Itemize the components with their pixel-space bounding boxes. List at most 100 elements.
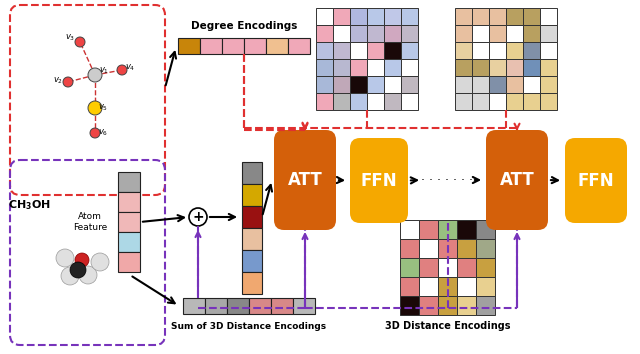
Circle shape — [75, 37, 85, 47]
FancyBboxPatch shape — [400, 220, 419, 239]
FancyBboxPatch shape — [540, 25, 557, 42]
FancyBboxPatch shape — [350, 76, 367, 93]
FancyBboxPatch shape — [350, 8, 367, 25]
Text: +: + — [192, 210, 204, 224]
FancyBboxPatch shape — [476, 258, 495, 277]
FancyBboxPatch shape — [178, 38, 200, 54]
FancyBboxPatch shape — [540, 8, 557, 25]
FancyBboxPatch shape — [419, 277, 438, 296]
FancyBboxPatch shape — [438, 239, 457, 258]
FancyBboxPatch shape — [400, 277, 419, 296]
FancyBboxPatch shape — [419, 239, 438, 258]
FancyBboxPatch shape — [455, 76, 472, 93]
FancyBboxPatch shape — [316, 76, 333, 93]
FancyBboxPatch shape — [401, 59, 418, 76]
FancyBboxPatch shape — [476, 277, 495, 296]
FancyBboxPatch shape — [367, 42, 384, 59]
FancyBboxPatch shape — [350, 93, 367, 110]
FancyBboxPatch shape — [367, 93, 384, 110]
FancyBboxPatch shape — [438, 220, 457, 239]
FancyBboxPatch shape — [540, 59, 557, 76]
FancyBboxPatch shape — [333, 25, 350, 42]
FancyBboxPatch shape — [457, 258, 476, 277]
FancyBboxPatch shape — [249, 298, 271, 314]
FancyBboxPatch shape — [244, 38, 266, 54]
FancyBboxPatch shape — [227, 298, 249, 314]
Text: · · · · · · ·: · · · · · · · — [421, 173, 473, 187]
FancyBboxPatch shape — [222, 38, 244, 54]
FancyBboxPatch shape — [367, 59, 384, 76]
FancyBboxPatch shape — [455, 42, 472, 59]
FancyBboxPatch shape — [400, 258, 419, 277]
FancyBboxPatch shape — [400, 239, 419, 258]
Circle shape — [189, 208, 207, 226]
FancyBboxPatch shape — [457, 277, 476, 296]
Text: $v_3$: $v_3$ — [65, 33, 75, 43]
FancyBboxPatch shape — [455, 8, 472, 25]
FancyBboxPatch shape — [472, 93, 489, 110]
FancyBboxPatch shape — [506, 93, 523, 110]
FancyBboxPatch shape — [242, 272, 262, 294]
FancyBboxPatch shape — [506, 8, 523, 25]
FancyBboxPatch shape — [266, 38, 288, 54]
FancyBboxPatch shape — [486, 130, 548, 230]
FancyBboxPatch shape — [200, 38, 222, 54]
FancyBboxPatch shape — [476, 239, 495, 258]
FancyBboxPatch shape — [476, 296, 495, 315]
FancyBboxPatch shape — [242, 228, 262, 250]
Circle shape — [75, 253, 89, 267]
FancyBboxPatch shape — [438, 277, 457, 296]
Text: Atom
Feature: Atom Feature — [73, 212, 107, 232]
FancyBboxPatch shape — [472, 76, 489, 93]
Text: Sum of 3D Distance Encodings: Sum of 3D Distance Encodings — [172, 322, 326, 331]
FancyBboxPatch shape — [316, 42, 333, 59]
FancyBboxPatch shape — [400, 296, 419, 315]
FancyBboxPatch shape — [540, 76, 557, 93]
Text: Degree Encodings: Degree Encodings — [191, 21, 297, 31]
FancyBboxPatch shape — [316, 25, 333, 42]
FancyBboxPatch shape — [419, 220, 438, 239]
FancyBboxPatch shape — [457, 239, 476, 258]
FancyBboxPatch shape — [401, 93, 418, 110]
Circle shape — [56, 249, 74, 267]
FancyBboxPatch shape — [350, 42, 367, 59]
FancyBboxPatch shape — [350, 59, 367, 76]
Circle shape — [61, 267, 79, 285]
Circle shape — [70, 262, 86, 278]
FancyBboxPatch shape — [506, 25, 523, 42]
Text: $v_6$: $v_6$ — [98, 128, 108, 138]
FancyBboxPatch shape — [455, 93, 472, 110]
FancyBboxPatch shape — [242, 206, 262, 228]
FancyBboxPatch shape — [333, 59, 350, 76]
FancyBboxPatch shape — [540, 42, 557, 59]
FancyBboxPatch shape — [401, 42, 418, 59]
FancyBboxPatch shape — [455, 59, 472, 76]
FancyBboxPatch shape — [489, 8, 506, 25]
FancyBboxPatch shape — [293, 298, 315, 314]
FancyBboxPatch shape — [523, 59, 540, 76]
Text: FFN: FFN — [578, 171, 614, 189]
FancyBboxPatch shape — [489, 25, 506, 42]
FancyBboxPatch shape — [288, 38, 310, 54]
FancyBboxPatch shape — [367, 25, 384, 42]
FancyBboxPatch shape — [523, 76, 540, 93]
FancyBboxPatch shape — [118, 232, 140, 252]
FancyBboxPatch shape — [523, 42, 540, 59]
FancyBboxPatch shape — [506, 59, 523, 76]
FancyBboxPatch shape — [118, 212, 140, 232]
FancyBboxPatch shape — [540, 93, 557, 110]
Circle shape — [90, 128, 100, 138]
FancyBboxPatch shape — [384, 93, 401, 110]
FancyBboxPatch shape — [472, 8, 489, 25]
FancyBboxPatch shape — [118, 192, 140, 212]
FancyBboxPatch shape — [489, 93, 506, 110]
FancyBboxPatch shape — [333, 8, 350, 25]
FancyBboxPatch shape — [523, 8, 540, 25]
FancyBboxPatch shape — [506, 42, 523, 59]
FancyBboxPatch shape — [489, 59, 506, 76]
FancyBboxPatch shape — [367, 76, 384, 93]
FancyBboxPatch shape — [316, 93, 333, 110]
FancyBboxPatch shape — [242, 162, 262, 184]
Circle shape — [63, 77, 73, 87]
FancyBboxPatch shape — [476, 220, 495, 239]
